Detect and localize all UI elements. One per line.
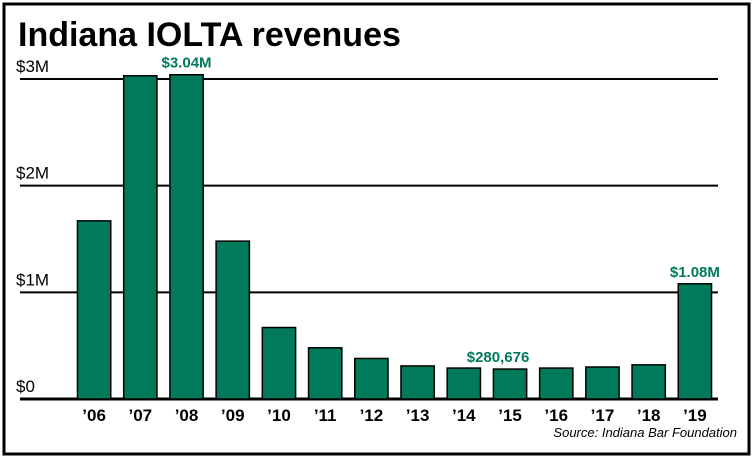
x-tick-label: ’07	[129, 406, 153, 425]
data-label: $280,676	[467, 349, 530, 366]
y-tick-label: $2M	[16, 164, 49, 183]
x-axis-ticks: ’06 ’07 ’08 ’09 ’10 ’11 ’12 ’13 ’14 ’15 ’16 ’17 ’18 ’…	[82, 406, 706, 425]
x-tick-label: ’19	[683, 406, 707, 425]
x-tick-label: ’08	[175, 406, 199, 425]
data-label: $3.04M	[162, 55, 212, 72]
bar	[400, 365, 435, 400]
x-tick-label: ’16	[544, 406, 568, 425]
bars	[76, 73, 713, 400]
y-tick-label: $3M	[16, 57, 49, 76]
bar	[585, 366, 620, 400]
bar	[307, 347, 343, 400]
data-labels: $3.04M $280,676 $1.08M	[162, 55, 720, 366]
bar	[354, 357, 389, 400]
x-tick-label: ’10	[267, 406, 291, 425]
bar	[261, 326, 297, 400]
x-tick-label: ’15	[498, 406, 522, 425]
y-tick-label: $1M	[16, 270, 49, 289]
y-tick-label: $0	[16, 377, 35, 396]
bar	[169, 73, 204, 400]
x-tick-label: ’12	[360, 406, 384, 425]
bar	[492, 368, 528, 400]
bar	[538, 367, 574, 400]
x-tick-label: ’13	[406, 406, 430, 425]
x-tick-label: ’11	[314, 406, 337, 425]
bar	[76, 220, 112, 400]
source-note: Source: Indiana Bar Foundation	[553, 425, 737, 440]
chart-title: Indiana IOLTA revenues	[18, 16, 401, 54]
bar	[677, 283, 713, 400]
x-tick-label: ’17	[591, 406, 615, 425]
x-tick-label: ’06	[82, 406, 106, 425]
bar	[446, 367, 482, 400]
bar	[122, 75, 158, 400]
x-tick-label: ’14	[452, 406, 476, 425]
y-axis-ticks: $0 $1M $2M $3M	[16, 57, 49, 396]
x-tick-label: ’09	[221, 406, 245, 425]
x-tick-label: ’18	[637, 406, 661, 425]
data-label: $1.08M	[670, 264, 720, 281]
bar	[215, 240, 251, 400]
bar	[631, 364, 667, 400]
